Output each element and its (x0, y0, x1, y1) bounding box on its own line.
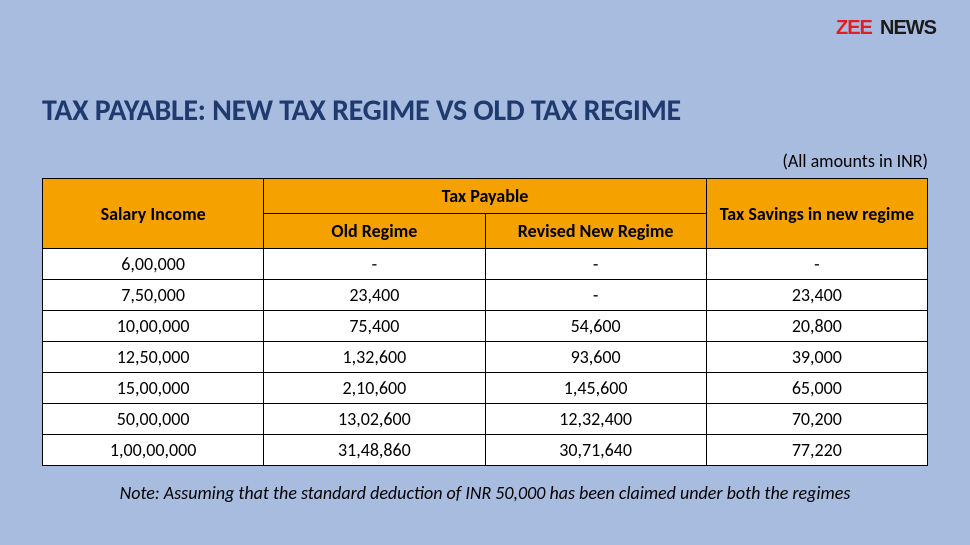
cell-salary: 12,50,000 (43, 342, 264, 373)
logo: ZEE NEWS (836, 14, 946, 40)
cell-old: - (264, 249, 485, 280)
cell-salary: 7,50,000 (43, 280, 264, 311)
cell-savings: 70,200 (706, 404, 927, 435)
cell-new: - (485, 280, 706, 311)
col-header-salary: Salary Income (43, 179, 264, 249)
cell-salary: 10,00,000 (43, 311, 264, 342)
table-row: 7,50,000 23,400 - 23,400 (43, 280, 928, 311)
cell-old: 75,400 (264, 311, 485, 342)
cell-new: 54,600 (485, 311, 706, 342)
footnote: Note: Assuming that the standard deducti… (42, 482, 928, 504)
logo-zee-text: ZEE (836, 17, 873, 39)
tax-table-head: Salary Income Tax Payable Tax Savings in… (43, 179, 928, 249)
tax-table-body: 6,00,000 - - - 7,50,000 23,400 - 23,400 … (43, 249, 928, 466)
cell-old: 23,400 (264, 280, 485, 311)
table-row: 12,50,000 1,32,600 93,600 39,000 (43, 342, 928, 373)
table-row: 6,00,000 - - - (43, 249, 928, 280)
col-header-tax-payable: Tax Payable (264, 179, 707, 214)
cell-new: 30,71,640 (485, 435, 706, 466)
cell-new: 93,600 (485, 342, 706, 373)
table-row: 1,00,00,000 31,48,860 30,71,640 77,220 (43, 435, 928, 466)
cell-salary: 15,00,000 (43, 373, 264, 404)
currency-subtitle: (All amounts in INR) (782, 150, 928, 172)
cell-savings: 39,000 (706, 342, 927, 373)
table-row: 50,00,000 13,02,600 12,32,400 70,200 (43, 404, 928, 435)
col-header-new-regime: Revised New Regime (485, 214, 706, 249)
cell-salary: 6,00,000 (43, 249, 264, 280)
page-title: TAX PAYABLE: NEW TAX REGIME VS OLD TAX R… (42, 92, 681, 129)
cell-salary: 1,00,00,000 (43, 435, 264, 466)
logo-news-text: NEWS (880, 17, 937, 39)
cell-new: 12,32,400 (485, 404, 706, 435)
cell-new: - (485, 249, 706, 280)
table-row: 15,00,000 2,10,600 1,45,600 65,000 (43, 373, 928, 404)
tax-table-container: Salary Income Tax Payable Tax Savings in… (42, 178, 928, 466)
col-header-old-regime: Old Regime (264, 214, 485, 249)
tax-table: Salary Income Tax Payable Tax Savings in… (42, 178, 928, 466)
cell-old: 31,48,860 (264, 435, 485, 466)
cell-savings: - (706, 249, 927, 280)
cell-old: 13,02,600 (264, 404, 485, 435)
cell-savings: 77,220 (706, 435, 927, 466)
col-header-savings: Tax Savings in new regime (706, 179, 927, 249)
table-row: 10,00,000 75,400 54,600 20,800 (43, 311, 928, 342)
cell-savings: 23,400 (706, 280, 927, 311)
cell-new: 1,45,600 (485, 373, 706, 404)
cell-salary: 50,00,000 (43, 404, 264, 435)
cell-savings: 20,800 (706, 311, 927, 342)
cell-savings: 65,000 (706, 373, 927, 404)
cell-old: 1,32,600 (264, 342, 485, 373)
cell-old: 2,10,600 (264, 373, 485, 404)
